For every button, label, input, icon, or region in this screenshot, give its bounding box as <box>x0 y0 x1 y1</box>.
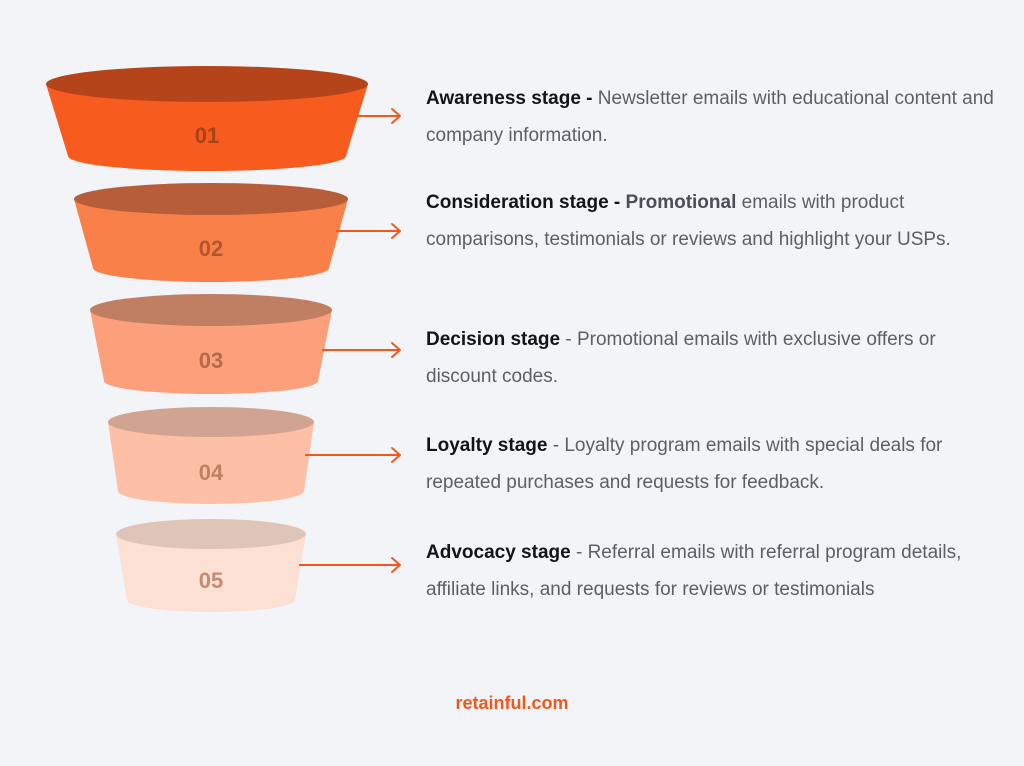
funnel-segment-top <box>108 407 314 437</box>
stage-number-1: 01 <box>195 123 219 148</box>
stage-title-5: Advocacy stage <box>426 542 571 563</box>
funnel-segment-2: 02 <box>74 183 348 282</box>
funnel-segment-4: 04 <box>108 407 314 504</box>
funnel-segment-body <box>74 199 348 282</box>
stage-text-2: emails with product comparisons, testimo… <box>426 192 951 250</box>
stage-title-1: Awareness stage - <box>426 88 593 109</box>
stage-highlight-2: Promotional <box>620 192 737 213</box>
stage-text-5: - Referral emails with referral program … <box>426 542 962 600</box>
funnel-segment-top <box>74 183 348 215</box>
footer-brand: retainful.com <box>455 693 569 713</box>
funnel-segment-top <box>116 519 306 549</box>
stage-description-2: Consideration stage - Promotional emails… <box>426 185 996 258</box>
funnel-segment-5: 05 <box>116 519 306 612</box>
funnel-segment-body <box>116 534 306 612</box>
stage-description-3: Decision stage - Promotional emails with… <box>426 322 996 395</box>
arrow-icon <box>305 447 401 463</box>
funnel-segment-body <box>46 84 368 171</box>
stage-description-4: Loyalty stage - Loyalty program emails w… <box>426 428 996 501</box>
funnel-segment-3: 03 <box>90 294 332 394</box>
funnel-segment-top <box>46 66 368 102</box>
funnel-segment-1: 01 <box>46 66 368 171</box>
stage-title-3: Decision stage <box>426 329 561 350</box>
funnel-segment-body <box>90 310 332 394</box>
stage-description-5: Advocacy stage - Referral emails with re… <box>426 535 996 608</box>
stage-number-3: 03 <box>199 348 223 373</box>
arrow-icon <box>322 342 401 358</box>
funnel-segment-body <box>108 422 314 504</box>
stage-number-2: 02 <box>199 236 223 261</box>
stage-text-3: - Promotional emails with exclusive offe… <box>426 329 936 387</box>
funnel-segment-top <box>90 294 332 326</box>
stage-text-4: - Loyalty program emails with special de… <box>426 435 943 493</box>
stage-number-4: 04 <box>199 460 224 485</box>
arrow-icon <box>299 557 401 573</box>
stage-description-1: Awareness stage - Newsletter emails with… <box>426 81 996 154</box>
stage-title-2: Consideration stage - <box>426 192 621 213</box>
stage-text-1: Newsletter emails with educational conte… <box>426 88 994 146</box>
arrow-icon <box>336 223 401 239</box>
stage-number-5: 05 <box>199 568 223 593</box>
stage-title-4: Loyalty stage <box>426 435 548 456</box>
arrow-icon <box>355 108 401 124</box>
